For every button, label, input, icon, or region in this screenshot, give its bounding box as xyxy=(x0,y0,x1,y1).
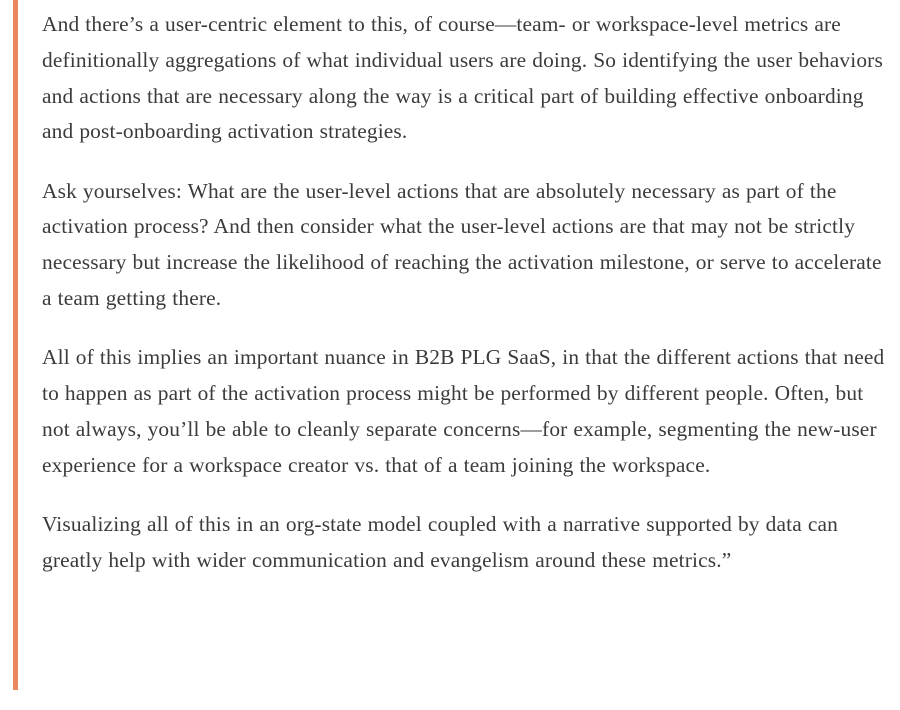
quote-paragraph-4: Visualizing all of this in an org-state … xyxy=(42,512,838,572)
quote-paragraph-2: Ask yourselves: What are the user-level … xyxy=(42,178,882,311)
quote-paragraph-3: All of this implies an important nuance … xyxy=(42,345,885,477)
quote-paragraph-1: And there’s a user-centric element to th… xyxy=(42,12,883,144)
blockquote: And there’s a user-centric element to th… xyxy=(13,0,893,690)
